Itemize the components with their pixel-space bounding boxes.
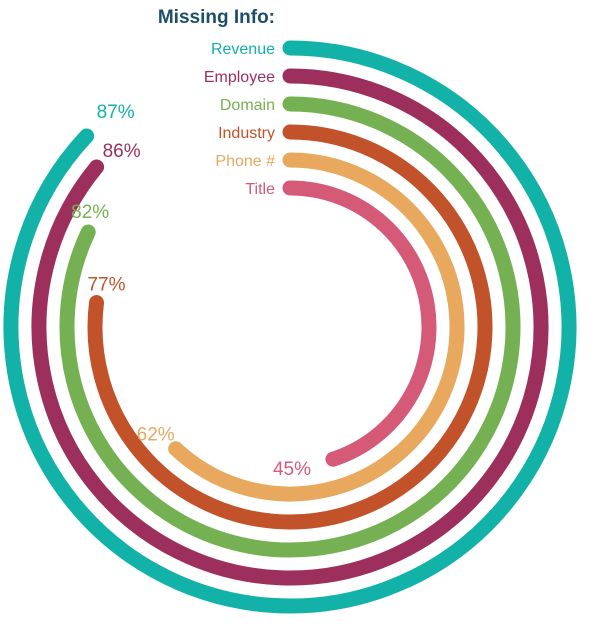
rings-group — [3, 40, 577, 614]
chart-title: Missing Info: — [158, 7, 275, 28]
category-label-revenue: Revenue — [211, 41, 275, 58]
category-label-domain: Domain — [220, 97, 275, 114]
ring-phone — [168, 152, 465, 502]
value-label-employee: 86% — [103, 141, 141, 162]
ring-title — [282, 180, 437, 467]
category-labels-group: Revenue Employee Domain Industry Phone # Titl… — [204, 41, 275, 198]
ring-employee — [31, 68, 549, 586]
category-label-title: Title — [245, 181, 275, 198]
value-label-phone: 62% — [137, 425, 175, 446]
category-label-industry: Industry — [218, 125, 275, 142]
value-label-title: 45% — [273, 459, 311, 480]
value-labels-group: 87% 86% 82% 77% 62% 45% — [71, 102, 311, 480]
ring-industry — [87, 124, 493, 530]
ring-revenue — [3, 40, 577, 614]
value-label-domain: 82% — [71, 202, 109, 223]
ring-domain — [59, 96, 521, 558]
category-label-employee: Employee — [204, 69, 275, 86]
value-label-industry: 77% — [87, 275, 125, 296]
category-label-phone: Phone # — [215, 153, 275, 170]
value-label-revenue: 87% — [97, 102, 135, 123]
